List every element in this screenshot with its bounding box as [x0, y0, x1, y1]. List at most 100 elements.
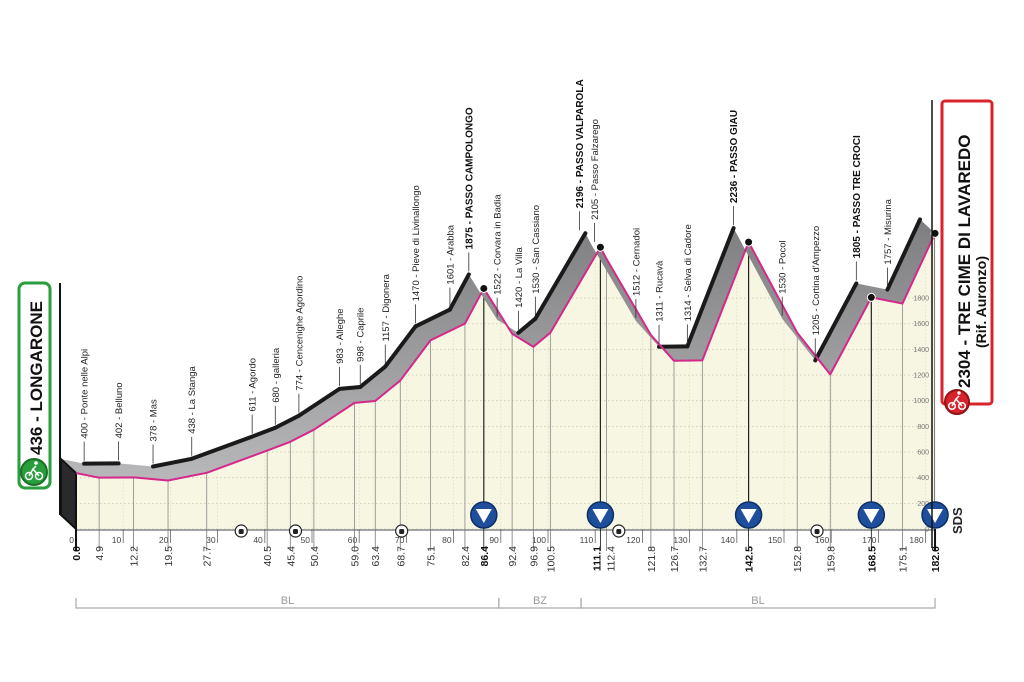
x-tick-label: 110	[580, 535, 594, 545]
ribbon-edge-segment	[813, 281, 859, 363]
waypoint-label: 611 - Agordo	[248, 358, 259, 412]
ribbon-edge-segment	[273, 413, 301, 430]
waypoint-label: 1757 - Misurina	[883, 198, 894, 264]
waypoint-label: 998 - Caprile	[356, 308, 367, 362]
waypoint-label: 1601 - Arabba	[445, 224, 456, 284]
km-label: 168.5	[866, 546, 878, 572]
y-tick-label: 1000	[913, 398, 929, 405]
ribbon-edge-segment	[447, 272, 471, 312]
finish-badge: 2304 - TRE CIME DI LAVAREDO (Rif. Auronz…	[931, 99, 994, 548]
start-badge: 436 - LONGARONE	[17, 281, 52, 490]
waypoint-label: 983 - Alleghe	[335, 308, 346, 363]
bicycle-icon	[944, 389, 970, 415]
km-label: 175.1	[897, 546, 909, 572]
ribbon-edge-segment	[885, 217, 923, 292]
x-tick-label: 160	[815, 535, 829, 545]
waypoint-label: 1311 - Rucavà	[655, 260, 666, 322]
waypoint-label: 1805 - PASSO TRE CROCI	[852, 135, 863, 258]
km-label: 45.4	[285, 546, 297, 567]
tunnel-icon-glyph	[292, 529, 298, 534]
km-label: 152.8	[792, 546, 804, 572]
ribbon-edge-segment	[516, 316, 538, 335]
bicycle-icon	[20, 458, 48, 486]
km-label: 111.1	[591, 546, 603, 571]
y-tick-label: 800	[917, 424, 929, 431]
waypoint-label: 1530 - Pocol	[778, 240, 789, 293]
x-tick-label: 30	[206, 535, 216, 545]
ribbon-edge-segment	[685, 226, 736, 349]
x-tick-label: 50	[301, 535, 311, 545]
km-label: 40.5	[262, 546, 274, 567]
profile-fill-area	[76, 233, 936, 530]
region-bracket	[580, 598, 936, 609]
ribbon-edge-segment	[151, 456, 194, 469]
x-tick-label: 90	[489, 535, 499, 545]
x-tick-label: 150	[768, 535, 782, 545]
summit-dot	[930, 228, 940, 238]
finish-sublabel: (Rif. Auronzo)	[973, 256, 989, 348]
regions: BL BZ BL	[75, 595, 936, 609]
triangle-down-icon	[863, 509, 880, 523]
km-label: 27.7	[202, 546, 214, 567]
sds-logo: SDS	[950, 507, 965, 534]
x-tick-label: 40	[253, 535, 263, 545]
summit-dot	[479, 283, 489, 293]
km-label: 4.9	[94, 546, 106, 561]
waypoint-label: 1205 - Cortina d'Ampezzo	[811, 226, 822, 336]
ribbon-edge-segment	[413, 307, 452, 329]
markers	[234, 501, 949, 538]
waypoint-label: 378 - Mas	[149, 399, 160, 441]
km-label: 82.4	[460, 546, 472, 567]
y-tick-label: 1600	[913, 321, 929, 328]
ribbon-edge-segment	[337, 384, 363, 391]
y-tick-label: 1800	[913, 296, 929, 303]
km-label: 63.4	[370, 546, 382, 567]
x-tick-label: 140	[721, 535, 735, 545]
km-label: 96.9	[528, 546, 540, 567]
waypoint-label: 2105 - Passo Falzarego	[590, 119, 601, 220]
region-label: BL	[751, 595, 764, 607]
ribbon-edge-segment	[358, 364, 388, 389]
x-tick-label: 20	[159, 535, 169, 545]
profile-line	[75, 232, 936, 482]
x-tick-label: 100	[532, 535, 546, 545]
waypoint-label: 1157 - Digonera	[381, 273, 392, 341]
km-label: 142.5	[744, 546, 756, 572]
profile-fill	[76, 233, 936, 530]
km-label: 182.0	[930, 546, 942, 572]
km-label: 100.5	[545, 546, 557, 572]
waypoint-label: 1522 - Corvara in Badia	[493, 194, 504, 295]
x-tick-label: 10	[112, 535, 122, 545]
waypoint-label: 2236 - PASSO GIAU	[729, 110, 740, 203]
y-tick-label: 600	[917, 450, 929, 457]
tunnel-icon-glyph	[238, 529, 244, 534]
km-label: 112.4	[606, 546, 618, 572]
triangle-down-icon	[740, 509, 757, 523]
waypoint-labels: 400 - Ponte nelle Alpi 402 - Belluno 378 -…	[80, 79, 894, 464]
tunnel-icon-glyph	[814, 529, 820, 534]
km-label: 159.8	[825, 546, 837, 572]
y-tick-label: 1200	[913, 373, 929, 380]
region-label: BZ	[533, 595, 547, 607]
km-label: 92.4	[507, 546, 519, 567]
waypoint-label: 680 - galleria	[271, 347, 282, 403]
waypoint-label: 1314 - Selva di Cadore	[683, 224, 694, 321]
km-label: 75.1	[425, 546, 437, 567]
waypoint-label: 1470 - Pieve di Livinallongo	[411, 185, 422, 301]
x-tick-label: 120	[626, 535, 640, 545]
triangle-down-icon	[592, 509, 609, 523]
km-label: 19.5	[163, 546, 175, 567]
ribbon-edge-segment	[383, 324, 418, 369]
tunnel-icon-glyph	[399, 529, 405, 534]
y-tick-label: 0	[925, 527, 929, 534]
km-label: 0.0	[71, 546, 83, 561]
waypoint-label: 1530 - San Cassiano	[531, 205, 542, 294]
km-label: 86.4	[479, 546, 491, 567]
waypoint-label: 1420 - La Villa	[514, 247, 525, 308]
km-label: 50.4	[309, 546, 321, 567]
summit-dot	[744, 237, 754, 247]
km-label: 59.0	[349, 546, 361, 567]
waypoint-label: 438 - La Stanga	[187, 365, 198, 433]
waypoint-label: 1512 - Cernadoi	[631, 228, 642, 296]
